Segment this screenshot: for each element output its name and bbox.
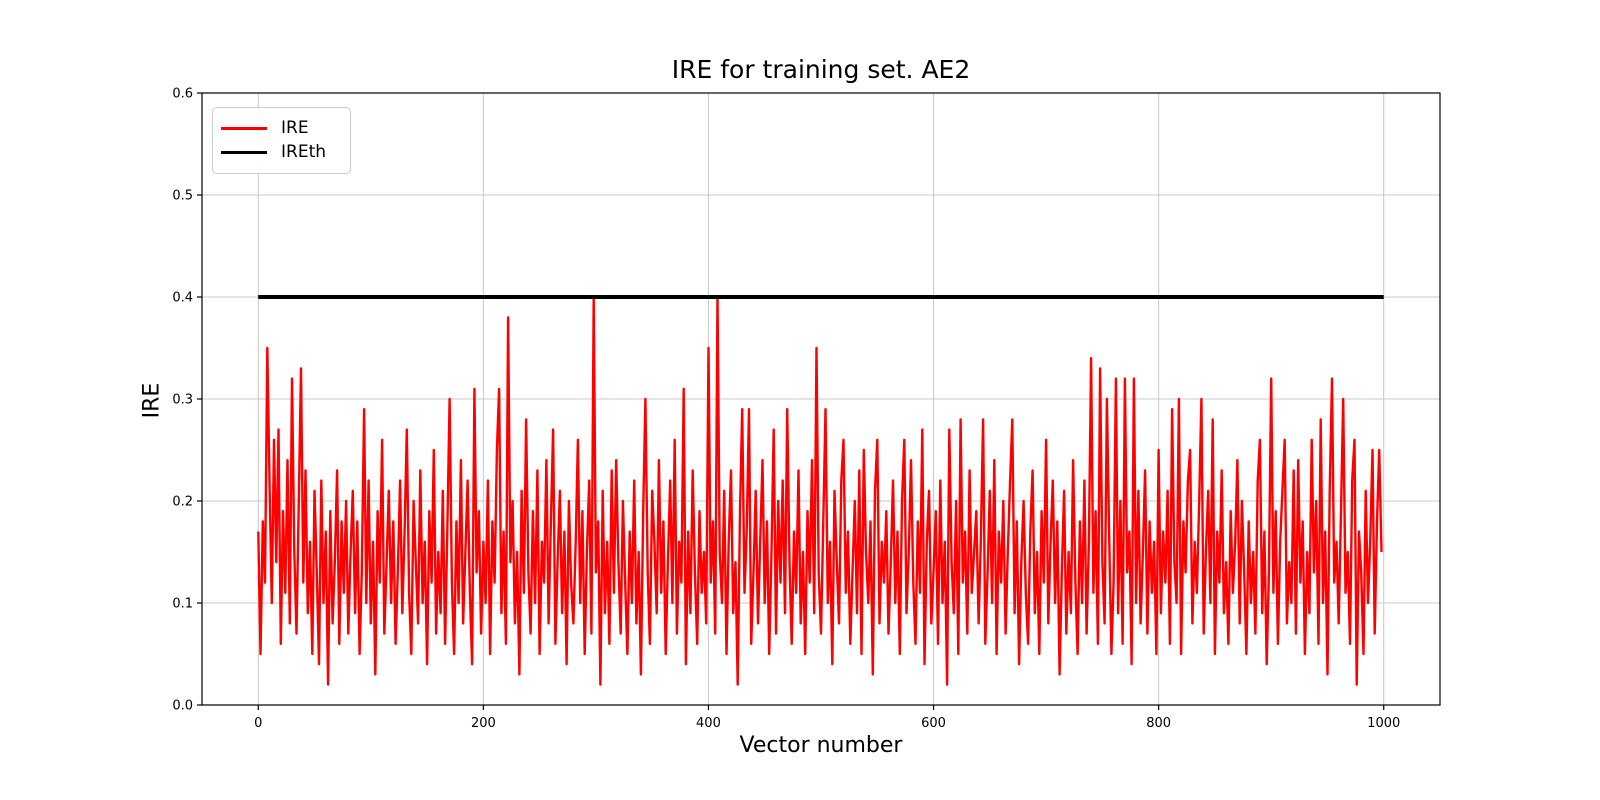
x-tick-label: 400 bbox=[696, 716, 721, 731]
legend-label-ire: IRE bbox=[281, 117, 309, 138]
ire-series-line bbox=[257, 295, 1383, 686]
ireth-line-swatch bbox=[221, 151, 267, 155]
y-tick-label: 0.6 bbox=[172, 87, 193, 102]
x-tick-label: 800 bbox=[1146, 716, 1171, 731]
legend-entry-ire: IRE bbox=[221, 117, 342, 138]
y-tick-label: 0.4 bbox=[172, 291, 193, 306]
ire-line-swatch bbox=[221, 126, 267, 130]
x-tick-label: 600 bbox=[921, 716, 946, 731]
x-axis-label: Vector number bbox=[739, 733, 903, 758]
y-tick-label: 0.0 bbox=[172, 699, 193, 714]
legend: IRE IREth bbox=[212, 107, 351, 174]
chart-title: IRE for training set. AE2 bbox=[671, 55, 971, 84]
y-tick-label: 0.3 bbox=[172, 393, 193, 408]
y-tick-label: 0.5 bbox=[172, 189, 193, 204]
x-tick-label: 0 bbox=[254, 716, 262, 731]
x-tick-label: 1000 bbox=[1367, 716, 1400, 731]
y-axis-label: IRE bbox=[139, 382, 165, 419]
legend-label-ireth: IREth bbox=[281, 142, 327, 163]
y-tick-label: 0.1 bbox=[172, 597, 193, 612]
y-tick-label: 0.2 bbox=[172, 495, 193, 510]
x-tick-label: 200 bbox=[471, 716, 496, 731]
legend-entry-ireth: IREth bbox=[221, 144, 342, 161]
